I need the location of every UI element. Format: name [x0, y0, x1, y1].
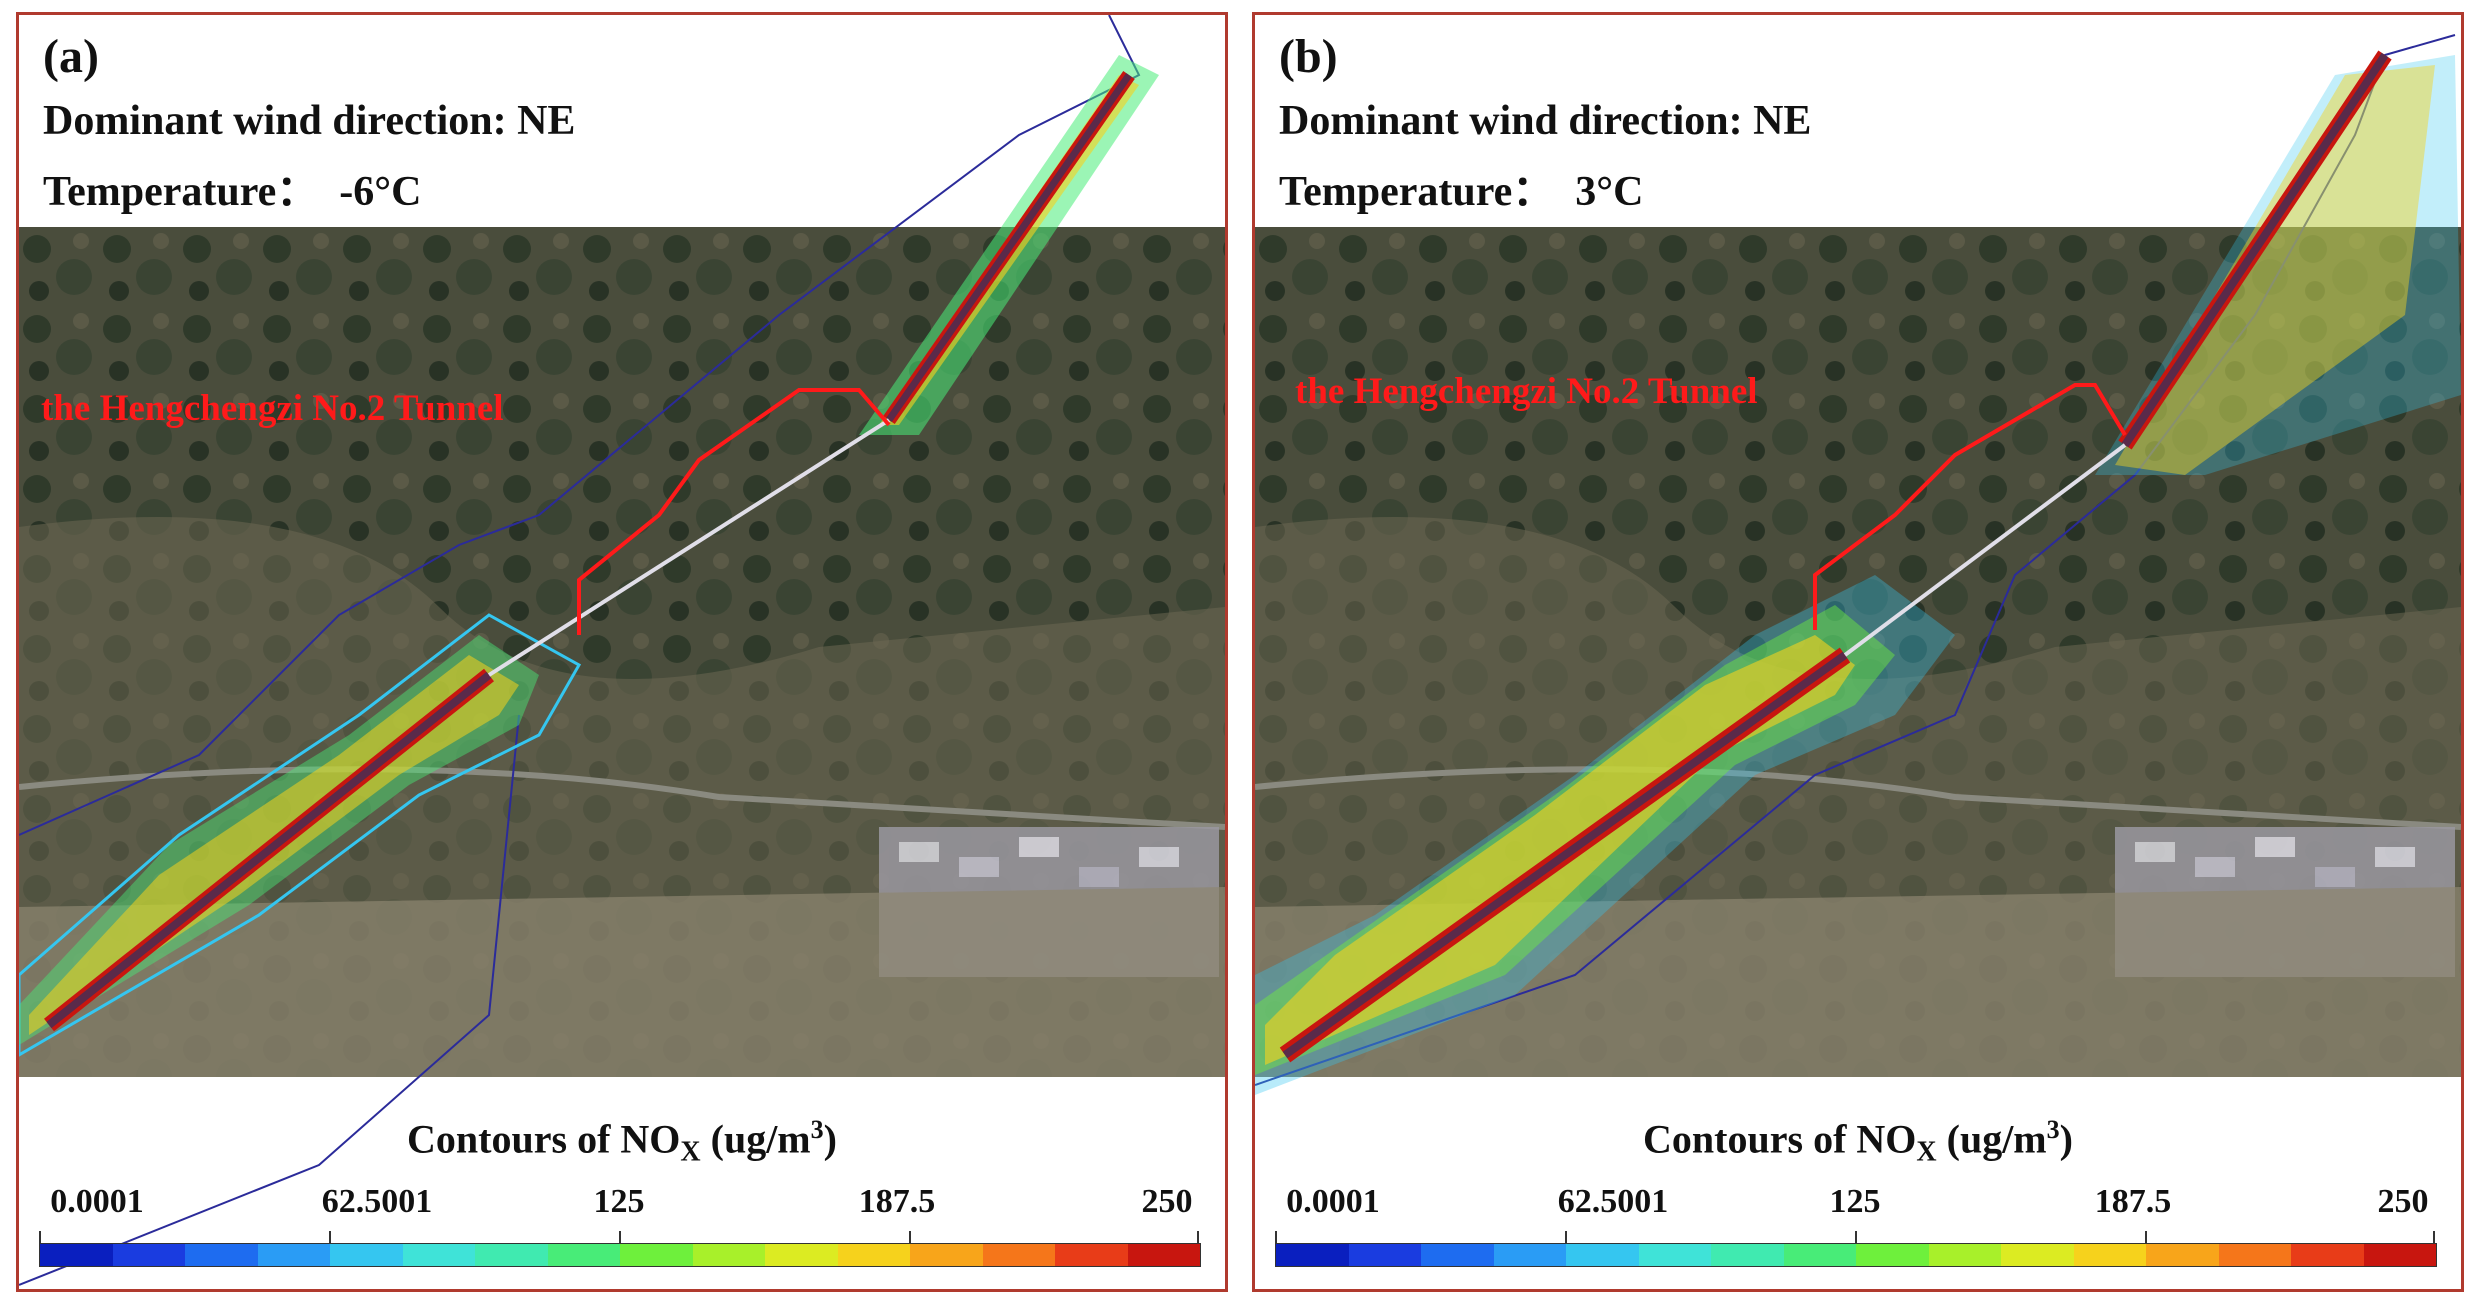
colorbar-swatch: [1127, 1244, 1200, 1266]
farmland: [19, 887, 1225, 1077]
colorbar-tickmark: [1275, 1231, 1277, 1243]
colorbar-tick: 0.0001: [1286, 1183, 1380, 1220]
panel-label: (b): [1279, 30, 1338, 83]
colorbar-title: Contours of NOX (ug/m3): [407, 1115, 837, 1168]
colorbar-tick: 62.5001: [1557, 1183, 1669, 1220]
colorbar-tick: 125: [593, 1183, 645, 1220]
colorbar-swatch: [1276, 1244, 1349, 1266]
colorbar-tick: 250: [1141, 1183, 1193, 1220]
colorbar-tickmark: [39, 1231, 41, 1243]
colorbar-tick: 62.5001: [321, 1183, 433, 1220]
satellite-map: [19, 227, 1225, 1077]
colorbar-swatch: [837, 1244, 910, 1266]
colorbar-title: Contours of NOX (ug/m3): [1643, 1115, 2073, 1168]
colorbar-swatch: [2363, 1244, 2436, 1266]
colorbar-tickmark: [619, 1231, 621, 1243]
colorbar-tickmark: [1197, 1231, 1199, 1243]
colorbar-swatch: [1856, 1244, 1929, 1266]
colorbar-tickmark: [909, 1231, 911, 1243]
panel-a: (a) Dominant wind direction: NE Temperat…: [16, 12, 1228, 1292]
colorbar-swatch: [1928, 1244, 2001, 1266]
colorbar-tick: 187.5: [858, 1183, 936, 1220]
colorbar-swatch: [40, 1244, 113, 1266]
tunnel-label: the Hengchengzi No.2 Tunnel: [41, 388, 504, 429]
colorbar-swatch: [1783, 1244, 1856, 1266]
colorbar-tick: 250: [2377, 1183, 2429, 1220]
colorbar-swatch: [1421, 1244, 1494, 1266]
tunnel-label: the Hengchengzi No.2 Tunnel: [1295, 371, 1758, 412]
colorbar-tick: 187.5: [2094, 1183, 2172, 1220]
colorbar-tick: 125: [1829, 1183, 1881, 1220]
panel-label: (a): [43, 30, 99, 83]
colorbar-swatch: [2291, 1244, 2364, 1266]
wind-direction-text: Dominant wind direction: NE: [1279, 98, 1812, 144]
panel-b: (b) Dominant wind direction: NE Temperat…: [1252, 12, 2464, 1292]
colorbar-swatch: [910, 1244, 983, 1266]
colorbar-tickmark: [2433, 1231, 2435, 1243]
colorbar-tick: 0.0001: [50, 1183, 144, 1220]
colorbar-tickmark: [1565, 1231, 1567, 1243]
wind-direction-text: Dominant wind direction: NE: [43, 98, 576, 144]
colorbar-swatch: [1348, 1244, 1421, 1266]
temperature-text: Temperature： -6°C: [43, 169, 422, 215]
farmland: [1255, 887, 2461, 1077]
colorbar-swatch: [330, 1244, 403, 1266]
colorbar-swatch: [620, 1244, 693, 1266]
colorbar-swatch: [1711, 1244, 1784, 1266]
colorbar-swatch: [257, 1244, 330, 1266]
colorbar-swatch: [2001, 1244, 2074, 1266]
colorbar-swatch: [402, 1244, 475, 1266]
colorbar-swatch: [982, 1244, 1055, 1266]
colorbar-swatch: [2073, 1244, 2146, 1266]
colorbar-swatch: [112, 1244, 185, 1266]
colorbar-swatch: [475, 1244, 548, 1266]
temperature-text: Temperature： 3°C: [1279, 169, 1644, 215]
map-svg: [1255, 227, 2461, 1077]
colorbar-swatch: [692, 1244, 765, 1266]
colorbar-swatch: [2218, 1244, 2291, 1266]
map-svg: [19, 227, 1225, 1077]
colorbar: [1275, 1243, 2437, 1267]
colorbar-swatch: [765, 1244, 838, 1266]
satellite-map: [1255, 227, 2461, 1077]
colorbar-tickmark: [329, 1231, 331, 1243]
colorbar-tickmark: [1855, 1231, 1857, 1243]
colorbar: [39, 1243, 1201, 1267]
colorbar-swatch: [547, 1244, 620, 1266]
colorbar-swatch: [185, 1244, 258, 1266]
colorbar-tickmark: [2145, 1231, 2147, 1243]
colorbar-swatch: [1055, 1244, 1128, 1266]
colorbar-swatch: [1493, 1244, 1566, 1266]
colorbar-swatch: [1638, 1244, 1711, 1266]
colorbar-swatch: [1566, 1244, 1639, 1266]
colorbar-swatch: [2146, 1244, 2219, 1266]
